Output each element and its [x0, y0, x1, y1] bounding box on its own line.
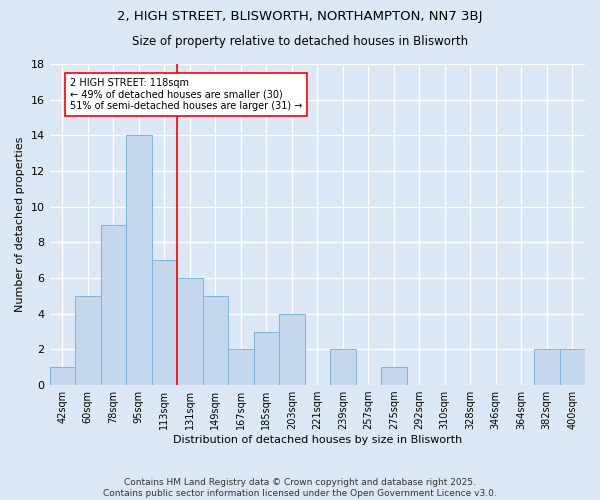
Bar — [381, 367, 407, 385]
Text: 2, HIGH STREET, BLISWORTH, NORTHAMPTON, NN7 3BJ: 2, HIGH STREET, BLISWORTH, NORTHAMPTON, … — [117, 10, 483, 23]
Text: Contains HM Land Registry data © Crown copyright and database right 2025.
Contai: Contains HM Land Registry data © Crown c… — [103, 478, 497, 498]
Bar — [330, 350, 356, 385]
Bar — [560, 350, 585, 385]
X-axis label: Distribution of detached houses by size in Blisworth: Distribution of detached houses by size … — [173, 435, 462, 445]
Bar — [534, 350, 560, 385]
Bar — [75, 296, 101, 385]
Bar — [50, 367, 75, 385]
Bar — [126, 136, 152, 385]
Y-axis label: Number of detached properties: Number of detached properties — [15, 137, 25, 312]
Bar — [177, 278, 203, 385]
Bar — [279, 314, 305, 385]
Text: Size of property relative to detached houses in Blisworth: Size of property relative to detached ho… — [132, 35, 468, 48]
Bar — [228, 350, 254, 385]
Bar — [203, 296, 228, 385]
Bar — [101, 224, 126, 385]
Bar — [152, 260, 177, 385]
Bar — [254, 332, 279, 385]
Text: 2 HIGH STREET: 118sqm
← 49% of detached houses are smaller (30)
51% of semi-deta: 2 HIGH STREET: 118sqm ← 49% of detached … — [70, 78, 302, 112]
